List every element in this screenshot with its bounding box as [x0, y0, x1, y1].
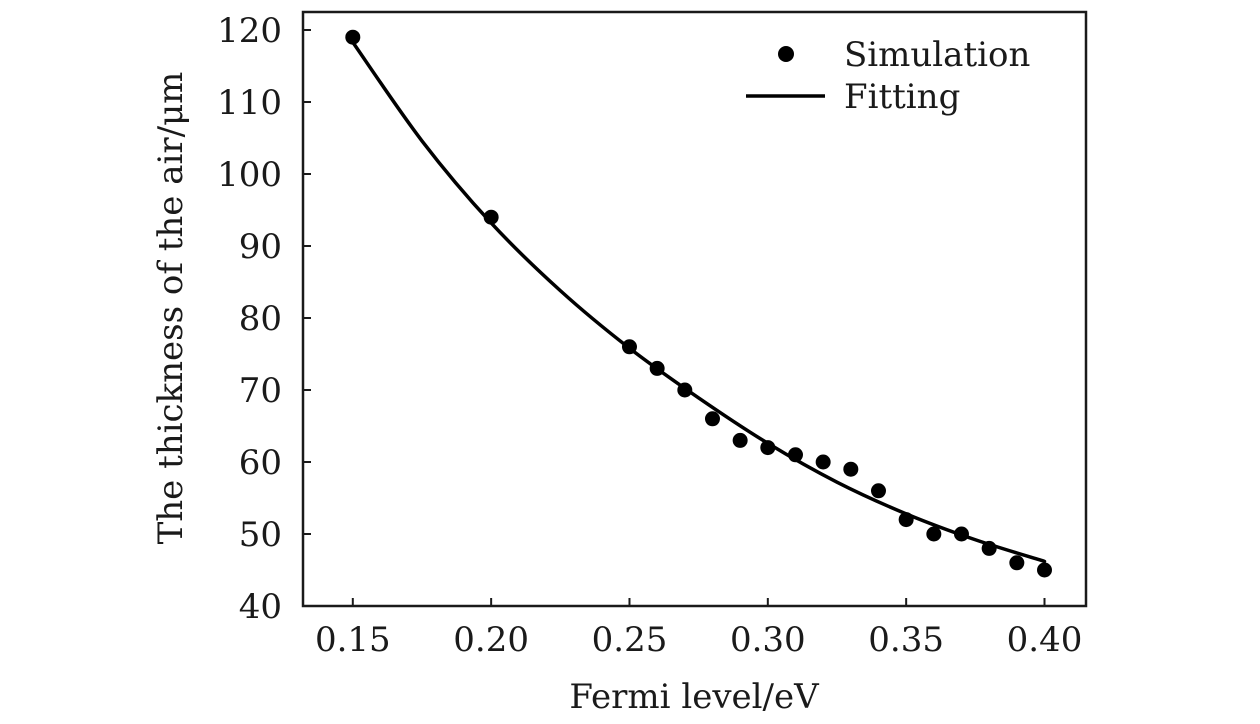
fitting-line [351, 40, 1047, 564]
y-axis-title: The thickness of the air/μm [151, 72, 191, 545]
simulation-points [345, 29, 1052, 578]
y-tick-label: 60 [239, 443, 282, 483]
simulation-point [704, 411, 720, 427]
y-tick-label: 100 [217, 155, 282, 195]
simulation-point [1009, 555, 1025, 571]
y-tick-label: 70 [239, 371, 282, 411]
x-tick-label: 0.15 [315, 620, 391, 660]
y-tick-label: 120 [217, 11, 282, 51]
simulation-point [483, 209, 499, 225]
y-axis-ticks: 40 50 60 70 80 90 100 110 120 [217, 11, 311, 627]
x-tick-label: 0.40 [1007, 620, 1083, 660]
simulation-point [649, 360, 665, 376]
x-tick-label: 0.25 [592, 620, 668, 660]
plot-frame [301, 10, 1088, 608]
simulation-point [677, 382, 693, 398]
legend-fitting-label: Fitting [844, 77, 960, 117]
simulation-point [345, 29, 361, 45]
legend: Simulation Fitting [746, 35, 1030, 117]
y-tick-label: 80 [239, 299, 282, 339]
y-tick-label: 50 [239, 515, 282, 555]
legend-simulation-label: Simulation [844, 35, 1030, 75]
simulation-point [953, 526, 969, 542]
simulation-point [870, 483, 886, 499]
x-axis-title: Fermi level/eV [569, 677, 820, 717]
simulation-point [732, 432, 748, 448]
simulation-point [815, 454, 831, 470]
x-axis-ticks: 0.15 0.20 0.25 0.30 0.35 0.40 [315, 598, 1082, 660]
simulation-point [843, 461, 859, 477]
simulation-point [981, 540, 997, 556]
y-tick-label: 40 [239, 587, 282, 627]
y-tick-label: 90 [239, 227, 282, 267]
simulation-point [926, 526, 942, 542]
simulation-point [898, 512, 914, 528]
simulation-point [787, 447, 803, 463]
simulation-point [621, 339, 637, 355]
legend-simulation-marker [778, 46, 794, 62]
x-tick-label: 0.30 [730, 620, 806, 660]
y-tick-label: 110 [217, 83, 282, 123]
x-tick-label: 0.35 [868, 620, 944, 660]
simulation-point [760, 440, 776, 456]
x-tick-label: 0.20 [453, 620, 529, 660]
simulation-point [1037, 562, 1052, 578]
